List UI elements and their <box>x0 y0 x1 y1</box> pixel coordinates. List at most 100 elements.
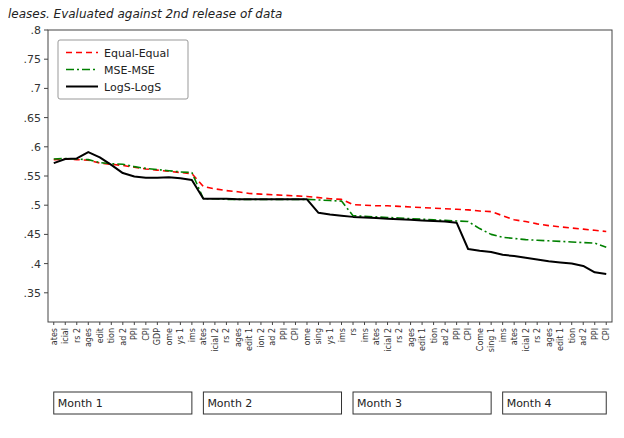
x-tick-label: ion 2 <box>257 328 266 348</box>
x-tick <box>583 322 584 325</box>
month-label: Month 3 <box>357 397 402 410</box>
x-tick <box>249 322 250 325</box>
series-line <box>54 158 606 247</box>
x-tick <box>168 322 169 325</box>
x-tick <box>111 322 112 325</box>
x-tick <box>260 322 261 325</box>
x-tick-label: ad 2 <box>579 328 588 346</box>
x-tick <box>76 322 77 325</box>
x-tick-label: rs 2 <box>395 328 404 343</box>
x-tick-label: ages <box>545 328 554 347</box>
x-tick <box>65 322 66 325</box>
x-tick-label: icial <box>61 328 70 344</box>
x-tick-label: Come <box>476 328 485 351</box>
y-tick-label: .7 <box>31 82 42 95</box>
x-tick-label: edit 1 <box>245 328 254 351</box>
x-tick <box>318 322 319 325</box>
x-tick-label: PPI <box>130 328 139 340</box>
x-tick-label: tion <box>568 328 577 343</box>
y-tick-label: .8 <box>31 24 42 37</box>
x-tick <box>191 322 192 325</box>
x-tick-label: rs 2 <box>222 328 231 343</box>
x-tick <box>99 322 100 325</box>
x-tick <box>479 322 480 325</box>
subtitle: leases. Evaluated against 2nd release of… <box>8 7 282 21</box>
x-tick-label: ad 2 <box>268 328 277 346</box>
x-tick <box>606 322 607 325</box>
x-tick-label: ome <box>303 328 312 346</box>
x-tick <box>456 322 457 325</box>
x-tick <box>548 322 549 325</box>
x-tick-label: ad 2 <box>119 328 128 346</box>
y-tick-label: .55 <box>24 170 42 183</box>
x-tick-label: ages <box>234 328 243 347</box>
x-tick <box>491 322 492 325</box>
x-tick-label: edit 1 <box>556 328 565 351</box>
x-tick <box>525 322 526 325</box>
y-tick-label: .35 <box>24 287 42 300</box>
y-tick <box>44 234 48 235</box>
x-tick <box>134 322 135 325</box>
x-tick <box>237 322 238 325</box>
x-tick-label: PPI <box>280 328 289 340</box>
y-tick-label: .5 <box>31 199 42 212</box>
legend-box <box>58 40 188 99</box>
y-tick-label: .6 <box>31 141 42 154</box>
y-tick <box>44 146 48 147</box>
month-box <box>353 392 491 414</box>
legend-swatch <box>66 86 98 88</box>
series-line <box>54 152 606 274</box>
x-tick-label: ages <box>84 328 93 347</box>
x-tick-label: GDP <box>153 328 162 345</box>
y-tick-label: .45 <box>24 228 42 241</box>
x-tick <box>387 322 388 325</box>
x-tick <box>214 322 215 325</box>
x-tick-label: edit 1 <box>418 328 427 351</box>
x-tick-label: ates <box>372 328 381 345</box>
x-tick-label: edit <box>96 328 105 343</box>
x-tick <box>203 322 204 325</box>
y-tick-label: .75 <box>24 53 42 66</box>
x-tick <box>376 322 377 325</box>
legend-label: MSE-MSE <box>104 64 155 77</box>
x-tick <box>341 322 342 325</box>
x-tick-label: ates <box>510 328 519 345</box>
x-tick-label: sing 1 <box>487 328 496 352</box>
x-tick-label: PPI <box>591 328 600 340</box>
x-tick <box>330 322 331 325</box>
month-box <box>203 392 341 414</box>
x-tick-label: ims <box>338 328 347 342</box>
legend-label: LogS-LogS <box>104 81 161 94</box>
x-tick-label: rs <box>349 328 358 335</box>
y-tick <box>44 59 48 60</box>
x-tick <box>560 322 561 325</box>
x-tick-label: CPI <box>602 328 611 341</box>
x-tick <box>514 322 515 325</box>
x-tick-label: tion <box>430 328 439 343</box>
month-label: Month 4 <box>507 397 552 410</box>
y-tick-label: .65 <box>24 112 42 125</box>
x-tick-label: icial 2 <box>384 328 393 352</box>
x-tick <box>445 322 446 325</box>
x-tick-label: CPI <box>142 328 151 341</box>
y-tick <box>44 176 48 177</box>
x-tick <box>226 322 227 325</box>
series-line <box>54 159 606 231</box>
x-tick <box>353 322 354 325</box>
x-tick <box>537 322 538 325</box>
x-tick <box>295 322 296 325</box>
month-label: Month 2 <box>207 397 252 410</box>
x-tick <box>88 322 89 325</box>
x-tick-label: ates <box>50 328 59 345</box>
x-tick <box>433 322 434 325</box>
x-tick-label: tion <box>107 328 116 343</box>
x-tick-label: CPI <box>291 328 300 341</box>
legend-swatch <box>66 69 98 71</box>
month-box <box>503 392 607 414</box>
x-tick-label: CPI <box>464 328 473 341</box>
lines <box>54 152 606 274</box>
x-tick-label: rs 2 <box>73 328 82 343</box>
x-tick-label: icial 2 <box>522 328 531 352</box>
x-tick-label: ims <box>499 328 508 342</box>
month-label: Month 1 <box>58 397 103 410</box>
